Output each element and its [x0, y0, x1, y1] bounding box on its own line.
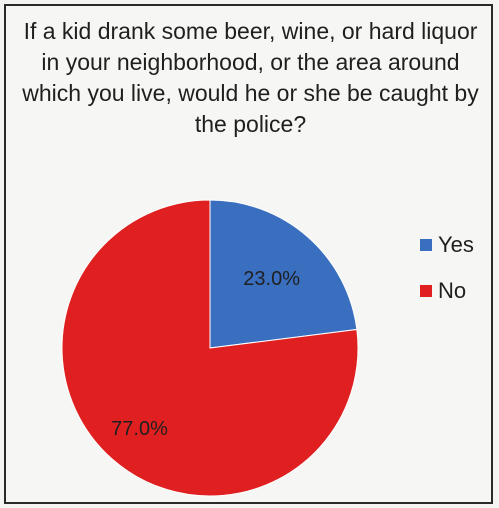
pie-slice-no — [61, 199, 359, 497]
data-label-no: 77.0% — [111, 418, 168, 440]
legend-swatch-yes — [420, 239, 432, 251]
legend-item-no: No — [420, 278, 474, 303]
legend-label-no: No — [438, 278, 467, 303]
pie-slice-yes — [209, 199, 358, 349]
legend-label-yes: Yes — [438, 232, 474, 257]
legend: Yes No — [420, 232, 474, 325]
chart-title: If a kid drank some beer, wine, or hard … — [22, 18, 479, 137]
legend-item-yes: Yes — [420, 232, 474, 257]
legend-swatch-no — [420, 285, 432, 297]
data-label-yes: 23.0% — [243, 268, 300, 290]
